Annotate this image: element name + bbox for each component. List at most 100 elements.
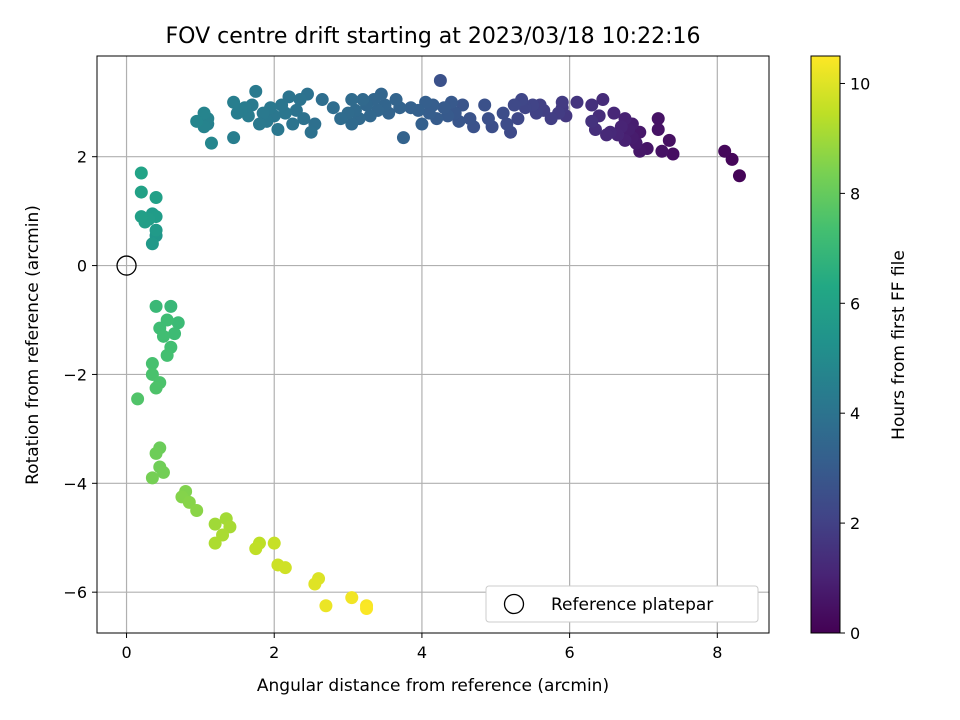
- data-point: [585, 98, 599, 112]
- data-point: [149, 446, 163, 460]
- data-point: [415, 117, 429, 131]
- colorbar-tick-label: 2: [850, 514, 860, 533]
- data-point: [145, 357, 159, 371]
- data-point: [156, 329, 170, 343]
- data-point: [433, 73, 447, 87]
- data-point: [600, 128, 614, 142]
- reference-point-group: [116, 255, 137, 276]
- data-point: [160, 348, 174, 362]
- colorbar-tick-label: 0: [850, 624, 860, 643]
- data-point: [481, 112, 495, 126]
- colorbar-gradient: [810, 55, 841, 634]
- data-point: [607, 106, 621, 120]
- data-point: [204, 136, 218, 150]
- data-point: [145, 471, 159, 485]
- gridlines: [97, 56, 769, 633]
- x-tick-label: 0: [121, 643, 131, 662]
- y-axis-label: Rotation from reference (arcmin): [23, 205, 43, 485]
- data-point: [227, 95, 241, 109]
- data-point: [208, 536, 222, 550]
- data-point: [134, 166, 148, 180]
- data-point: [511, 112, 525, 126]
- data-point: [363, 109, 377, 123]
- y-tick-label: −4: [63, 474, 87, 493]
- data-point: [389, 93, 403, 107]
- x-tick-label: 6: [565, 643, 575, 662]
- y-tick-label: 2: [77, 148, 87, 167]
- data-point: [293, 93, 307, 107]
- colorbar-tick-label: 8: [850, 184, 860, 203]
- plot-frame: [96, 55, 770, 634]
- data-point: [149, 381, 163, 395]
- data-point: [275, 98, 289, 112]
- data-point: [156, 465, 170, 479]
- data-point: [666, 147, 680, 161]
- data-point: [286, 117, 300, 131]
- legend-marker: [503, 593, 525, 615]
- data-point: [267, 536, 281, 550]
- colorbar-tick-label: 4: [850, 404, 860, 423]
- data-point: [732, 169, 746, 183]
- data-point: [289, 103, 303, 117]
- data-point: [149, 223, 163, 237]
- data-point: [249, 542, 263, 556]
- data-point: [271, 122, 285, 136]
- y-tick-label: −6: [63, 583, 87, 602]
- data-point: [500, 117, 514, 131]
- data-point: [596, 93, 610, 107]
- data-point: [478, 98, 492, 112]
- data-point: [171, 316, 185, 330]
- legend-label: Reference platepar: [551, 595, 713, 615]
- colorbar-ticks: 0 2 4 6 8 10: [840, 74, 870, 643]
- colorbar-tick-label: 10: [850, 74, 870, 93]
- data-point: [345, 591, 359, 605]
- y-axis: −6 −4 −2 0 2: [63, 148, 97, 602]
- data-point: [131, 392, 145, 406]
- data-point: [249, 84, 263, 98]
- data-point: [345, 93, 359, 107]
- data-point: [227, 131, 241, 145]
- data-point: [585, 114, 599, 128]
- x-axis: 0 2 4 6 8: [121, 633, 722, 662]
- data-point: [256, 106, 270, 120]
- data-point: [164, 299, 178, 313]
- data-point: [304, 125, 318, 139]
- data-point: [651, 122, 665, 136]
- colorbar-label: Hours from first FF file: [889, 250, 909, 440]
- x-tick-label: 2: [269, 643, 279, 662]
- data-point: [252, 117, 266, 131]
- data-point: [308, 577, 322, 591]
- data-point: [278, 561, 292, 575]
- data-point: [345, 117, 359, 131]
- y-tick-label: 0: [77, 257, 87, 276]
- data-point: [230, 106, 244, 120]
- x-axis-label: Angular distance from reference (arcmin): [257, 676, 609, 696]
- data-point: [651, 112, 665, 126]
- data-point: [145, 237, 159, 251]
- x-tick-label: 4: [417, 643, 427, 662]
- x-tick-label: 8: [712, 643, 722, 662]
- data-point: [168, 327, 182, 341]
- plot-area: [96, 55, 770, 634]
- legend: Reference platepar: [485, 585, 759, 623]
- data-point: [334, 112, 348, 126]
- data-point: [437, 101, 451, 115]
- data-point: [570, 95, 584, 109]
- data-point: [315, 93, 329, 107]
- data-point: [662, 133, 676, 147]
- data-point: [360, 602, 374, 616]
- data-point: [319, 599, 333, 613]
- data-point: [396, 131, 410, 145]
- data-point: [149, 191, 163, 205]
- y-tick-label: −2: [63, 365, 87, 384]
- data-point: [404, 101, 418, 115]
- data-point: [149, 299, 163, 313]
- data-point: [507, 98, 521, 112]
- data-point: [718, 144, 732, 158]
- chart-title: FOV centre drift starting at 2023/03/18 …: [166, 24, 701, 49]
- reference-point: [116, 255, 137, 276]
- data-point: [134, 210, 148, 224]
- data-point: [208, 517, 222, 531]
- data-point: [422, 106, 436, 120]
- data-point: [463, 112, 477, 126]
